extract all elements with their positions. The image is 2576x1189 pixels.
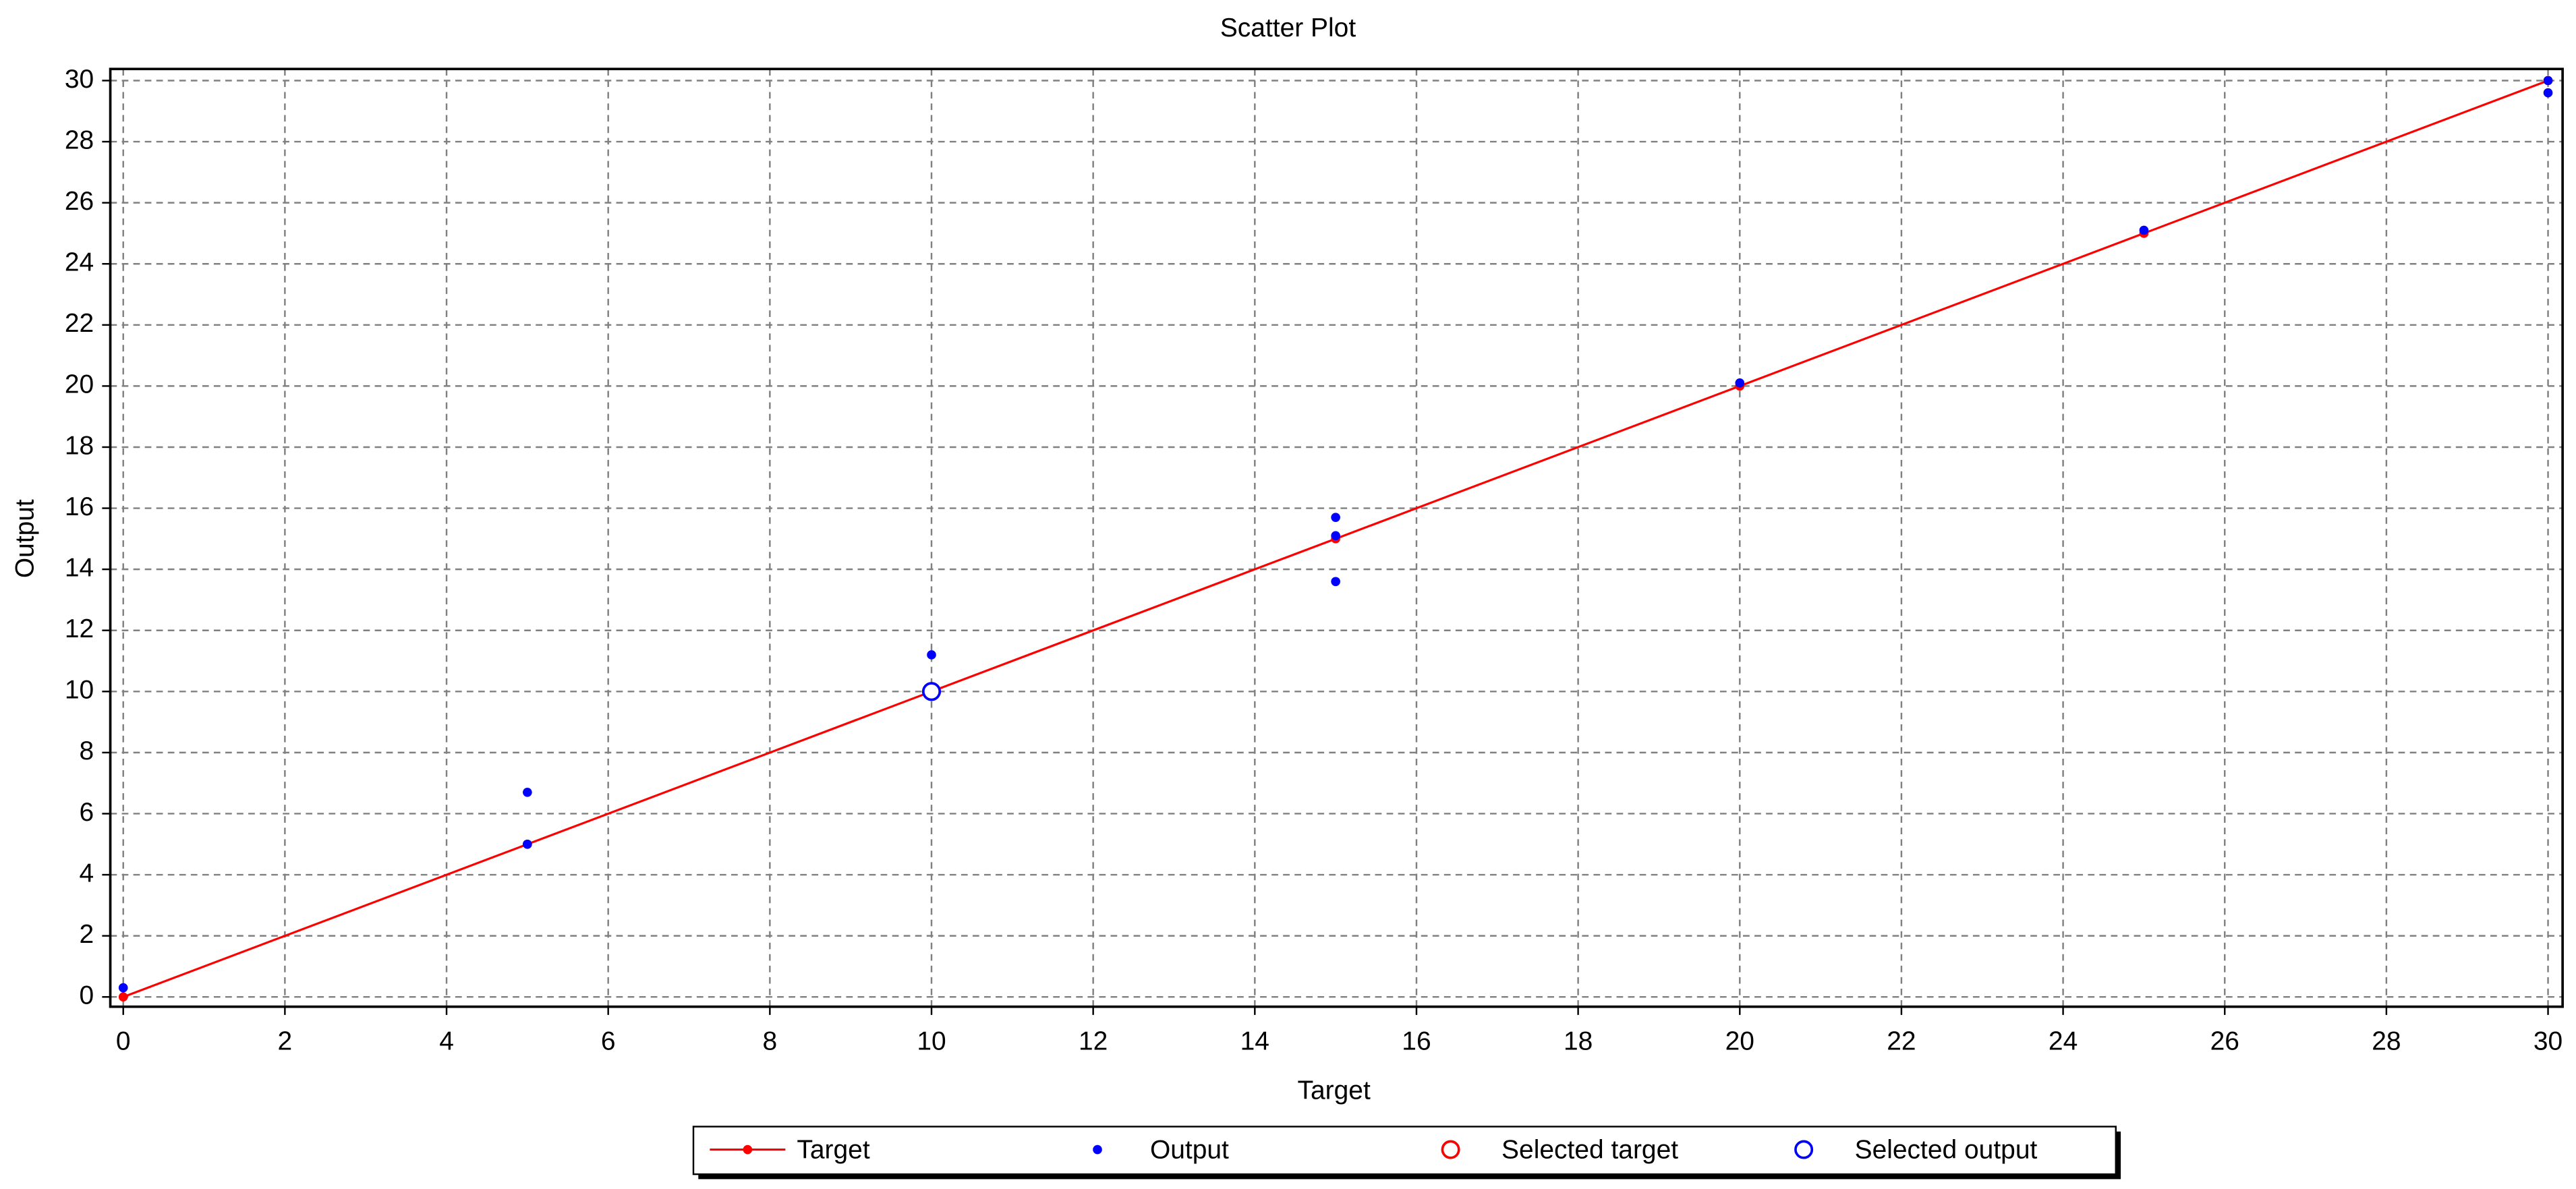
point (118, 983, 128, 993)
point (1331, 577, 1340, 587)
legend-swatch (1441, 1140, 1460, 1159)
legend: Target Output Selected target Selected outp… (692, 1126, 2121, 1180)
x-tick-label: 10 (917, 1027, 946, 1056)
x-tick-label: 0 (116, 1027, 131, 1056)
x-tick-label: 8 (763, 1027, 778, 1056)
legend-label: Selected output (1855, 1135, 2038, 1164)
y-tick-label: 24 (65, 248, 94, 277)
x-tick-label: 2 (278, 1027, 293, 1056)
point (523, 839, 532, 849)
legend-label: Output (1150, 1135, 1229, 1164)
x-tick-label: 18 (1564, 1027, 1593, 1056)
x-tick-label: 12 (1079, 1027, 1108, 1056)
y-tick-label: 30 (65, 65, 94, 94)
x-tick-label: 22 (1887, 1027, 1916, 1056)
point (2543, 88, 2553, 98)
y-tick-label: 0 (80, 981, 94, 1010)
point (2543, 76, 2553, 86)
legend-swatch (743, 1144, 753, 1155)
point (1331, 531, 1340, 541)
point (1331, 513, 1340, 522)
legend-box (692, 1126, 2117, 1176)
y-tick-label: 28 (65, 125, 94, 154)
x-tick-label: 26 (2210, 1027, 2239, 1056)
y-tick-label: 26 (65, 187, 94, 216)
y-tick-label: 14 (65, 553, 94, 582)
x-tick-label: 30 (2534, 1027, 2563, 1056)
point (523, 787, 532, 797)
y-tick-label: 12 (65, 614, 94, 643)
legend-swatch (1093, 1144, 1102, 1155)
y-tick-label: 18 (65, 431, 94, 460)
legend-swatch (1794, 1140, 1814, 1159)
y-tick-label: 20 (65, 370, 94, 399)
x-tick-label: 16 (1402, 1027, 1431, 1056)
legend-label: Target (797, 1135, 869, 1164)
y-tick-label: 16 (65, 492, 94, 521)
chart-title: Scatter Plot (1220, 13, 1356, 42)
y-axis-label: Output (11, 499, 40, 578)
legend-label: Selected target (1501, 1135, 1678, 1164)
point (1735, 378, 1745, 388)
y-tick-label: 2 (80, 920, 94, 949)
x-tick-label: 4 (439, 1027, 454, 1056)
point (118, 992, 128, 1002)
x-tick-label: 28 (2372, 1027, 2401, 1056)
selected-point (921, 682, 941, 701)
y-tick-label: 8 (80, 736, 94, 765)
x-tick-label: 20 (1725, 1027, 1754, 1056)
x-tick-label: 14 (1240, 1027, 1269, 1056)
plot-frame (109, 67, 2564, 1008)
y-tick-label: 10 (65, 676, 94, 705)
x-tick-label: 24 (2049, 1027, 2078, 1056)
y-tick-label: 4 (80, 859, 94, 888)
point (927, 650, 936, 660)
x-axis-label: Target (1298, 1076, 1371, 1105)
point (2139, 225, 2149, 235)
y-tick-label: 22 (65, 309, 94, 338)
x-tick-label: 6 (601, 1027, 616, 1056)
y-tick-label: 6 (80, 798, 94, 827)
